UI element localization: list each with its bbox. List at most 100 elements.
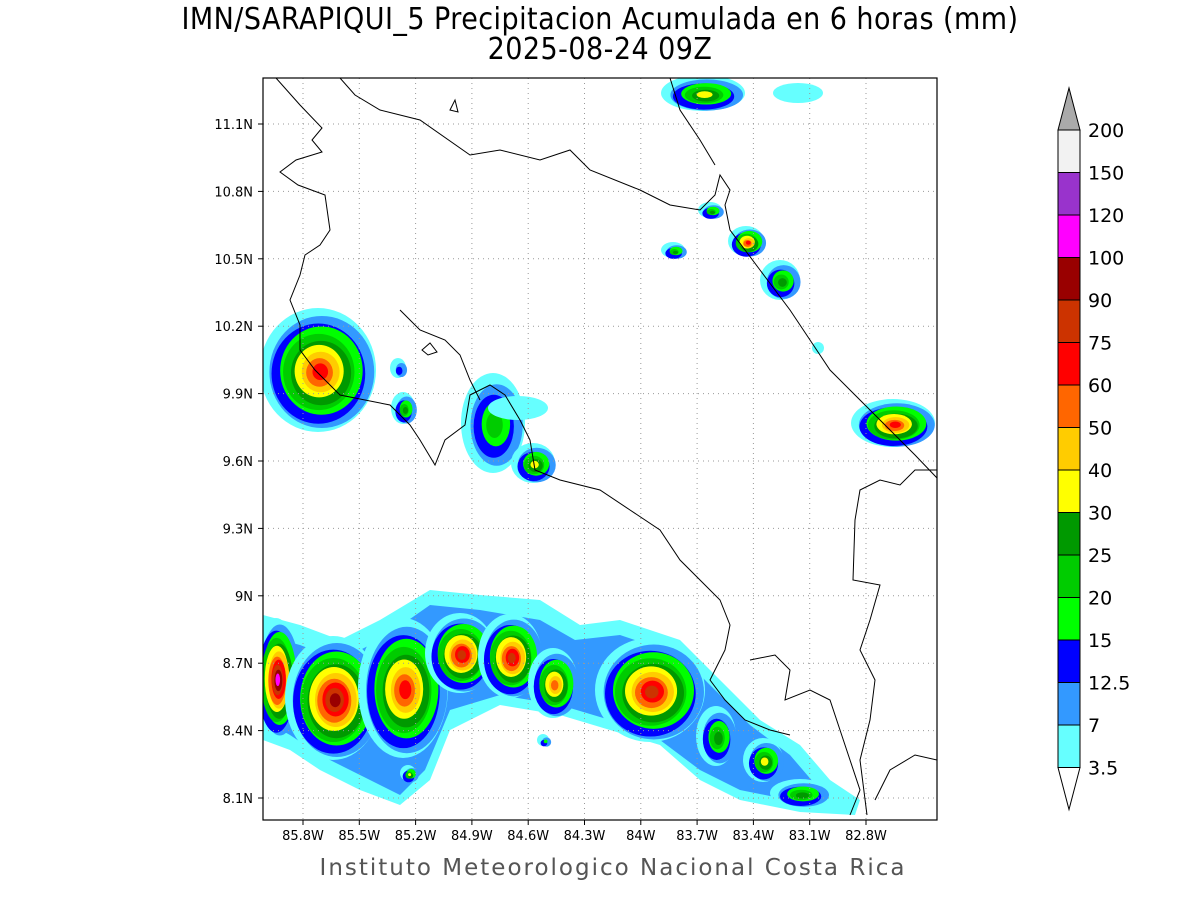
colorbar-label: 150 bbox=[1088, 163, 1124, 185]
precip-contour-level-0 bbox=[812, 342, 824, 354]
colorbar-swatch bbox=[1057, 384, 1081, 428]
colorbar: 3.5 7 12.5 15 20 25 30 40 50 60 75 90 100 120 150 200 bbox=[1057, 86, 1130, 812]
colorbar-swatch bbox=[1057, 682, 1081, 726]
lon-tick-label: 82.8W bbox=[845, 829, 887, 844]
lat-tick-label: 11.1N bbox=[214, 118, 253, 133]
precip-contour-level-9 bbox=[889, 421, 901, 428]
precip-contour-level-8 bbox=[550, 680, 559, 691]
coastline-nicaragua-pacific bbox=[275, 78, 791, 736]
coastline-osa bbox=[749, 654, 861, 816]
precip-contour-level-6 bbox=[530, 460, 539, 469]
lat-tick-label: 8.4N bbox=[223, 725, 253, 740]
precip-contour-level-5 bbox=[778, 278, 787, 287]
colorbar-swatch bbox=[1057, 724, 1081, 768]
precip-contour-level-6 bbox=[760, 757, 769, 766]
coastline-south bbox=[874, 754, 937, 801]
colorbar-label: 20 bbox=[1088, 588, 1112, 610]
map-frame bbox=[262, 77, 938, 821]
colorbar-swatch bbox=[1057, 172, 1081, 216]
precip-contour-level-11 bbox=[329, 693, 341, 708]
lat-tick-label: 10.8N bbox=[214, 185, 253, 200]
precip-contour-level-0 bbox=[773, 83, 823, 103]
lon-tick-label: 85.2W bbox=[395, 829, 437, 844]
lat-tick-label: 10.5N bbox=[214, 253, 253, 268]
lon-tick-label: 84.3W bbox=[564, 829, 606, 844]
colorbar-swatch bbox=[1057, 257, 1081, 301]
lon-tick-label: 83.7W bbox=[676, 829, 718, 844]
colorbar-label: 25 bbox=[1088, 545, 1112, 567]
colorbar-swatch bbox=[1057, 299, 1081, 343]
precip-contour-level-9 bbox=[312, 363, 329, 381]
colorbar-swatch bbox=[1057, 469, 1081, 513]
colorbar-label: 7 bbox=[1088, 715, 1100, 737]
colorbar-label: 30 bbox=[1088, 503, 1112, 525]
lat-tick-label: 9N bbox=[235, 590, 253, 605]
gulf-nicoya bbox=[399, 309, 481, 401]
precip-contour-level-12 bbox=[275, 673, 281, 687]
precip-contour-level-2 bbox=[395, 366, 403, 375]
colorbar-label: 50 bbox=[1088, 418, 1112, 440]
colorbar-label: 90 bbox=[1088, 290, 1112, 312]
precip-contour-level-5 bbox=[714, 731, 723, 745]
lon-tick-label: 84.6W bbox=[507, 829, 549, 844]
lat-tick-label: 8.7N bbox=[223, 657, 253, 672]
lon-tick-label: 84.9W bbox=[451, 829, 493, 844]
precip-contour-level-5 bbox=[795, 792, 809, 799]
lon-tick-label: 83.1W bbox=[789, 829, 831, 844]
chart-title: IMN/SARAPIQUI_5 Precipitacion Acumulada … bbox=[181, 2, 1019, 37]
lat-tick-label: 8.1N bbox=[223, 792, 253, 807]
lat-tick-label: 9.3N bbox=[223, 522, 253, 537]
colorbar-swatch bbox=[1057, 342, 1081, 386]
colorbar-swatch bbox=[1057, 639, 1081, 683]
credit-text: Instituto Meteorologico Nacional Costa R… bbox=[319, 855, 907, 881]
lon-tick-label: 85.5W bbox=[338, 829, 380, 844]
precip-contour-level-0 bbox=[488, 396, 548, 420]
colorbar-label: 12.5 bbox=[1088, 673, 1130, 695]
precip-contour-level-9 bbox=[399, 680, 412, 700]
colorbar-swatch bbox=[1057, 214, 1081, 258]
coastline-panama bbox=[852, 469, 937, 816]
coastlines bbox=[275, 78, 937, 816]
precip-contour-level-6 bbox=[408, 773, 412, 777]
lon-tick-label: 84W bbox=[626, 829, 656, 844]
colorbar-label: 100 bbox=[1088, 248, 1124, 270]
border-north bbox=[669, 78, 716, 166]
chart-subtitle: 2025-08-24 09Z bbox=[487, 32, 713, 67]
colorbar-label: 15 bbox=[1088, 630, 1112, 652]
grid-lines bbox=[263, 78, 937, 820]
island-2 bbox=[421, 342, 438, 356]
precip-contour-level-10 bbox=[507, 652, 516, 664]
coastline-north bbox=[339, 78, 937, 479]
lon-tick-label: 83.4W bbox=[732, 829, 774, 844]
precip-contour-level-10 bbox=[457, 650, 467, 660]
colorbar-under-arrow bbox=[1057, 767, 1081, 812]
colorbar-label: 3.5 bbox=[1088, 758, 1118, 780]
island bbox=[449, 98, 459, 113]
colorbar-swatch bbox=[1057, 597, 1081, 641]
colorbar-swatch bbox=[1057, 129, 1081, 173]
precip-contour-level-5 bbox=[672, 250, 679, 255]
colorbar-label: 200 bbox=[1088, 120, 1124, 142]
precip-contour-level-9 bbox=[745, 240, 751, 245]
precip-contour-level-4 bbox=[486, 412, 503, 438]
axis-ticks: 85.8W 85.5W 85.2W 84.9W 84.6W 84.3W 84W 83.7W 83… bbox=[214, 118, 887, 844]
colorbar-over-arrow bbox=[1057, 86, 1081, 131]
colorbar-label: 75 bbox=[1088, 333, 1112, 355]
precip-contour-level-3 bbox=[543, 739, 548, 744]
colorbar-swatch bbox=[1057, 512, 1081, 556]
colorbar-swatch bbox=[1057, 427, 1081, 471]
precip-contour-level-10 bbox=[645, 685, 659, 699]
lat-tick-label: 9.9N bbox=[223, 388, 253, 403]
colorbar-label: 60 bbox=[1088, 375, 1112, 397]
lat-tick-label: 10.2N bbox=[214, 320, 253, 335]
colorbar-label: 40 bbox=[1088, 460, 1112, 482]
precip-contour-level-6 bbox=[696, 91, 713, 99]
precipitation-field bbox=[263, 78, 935, 815]
precip-contour-level-5 bbox=[402, 406, 409, 414]
lat-tick-label: 9.6N bbox=[223, 455, 253, 470]
lon-tick-label: 85.8W bbox=[282, 829, 324, 844]
colorbar-label: 120 bbox=[1088, 205, 1124, 227]
colorbar-swatch bbox=[1057, 554, 1081, 598]
precip-contour-level-5 bbox=[709, 210, 716, 215]
